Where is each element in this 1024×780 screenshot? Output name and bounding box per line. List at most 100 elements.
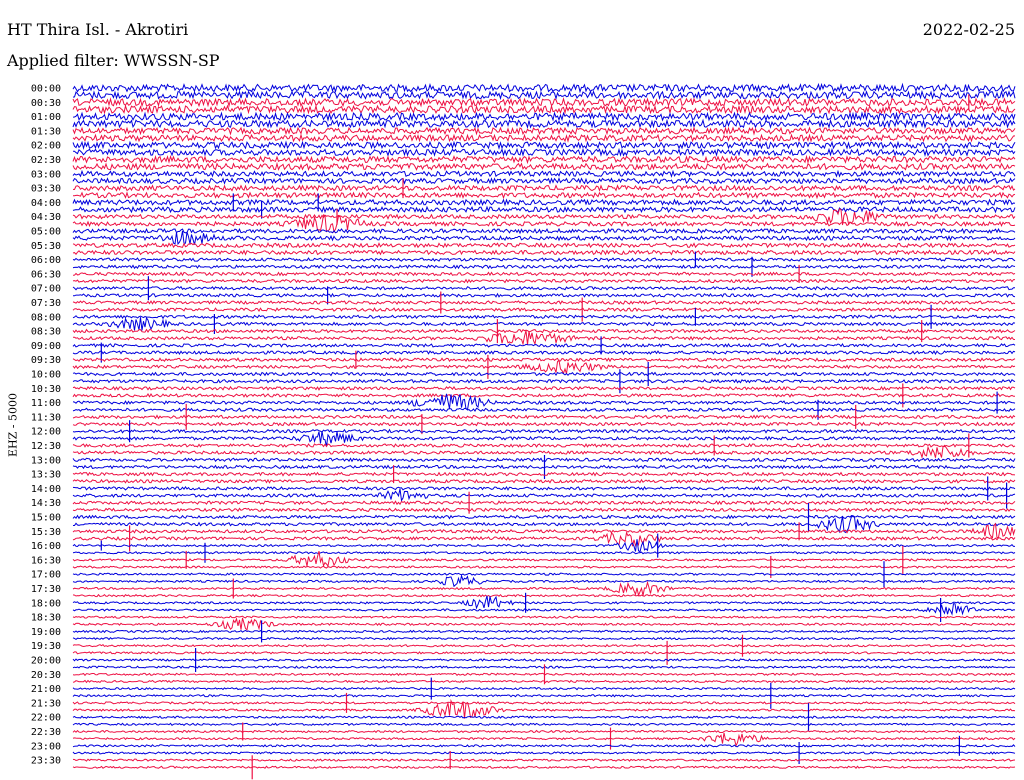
trace-93 (72, 751, 1016, 755)
trace-6 (72, 126, 1016, 136)
tick-label: 14:30 (31, 498, 61, 509)
trace-28 (72, 285, 1015, 291)
tick-label: 02:30 (31, 155, 61, 166)
trace-1 (72, 89, 1016, 101)
trace-26 (72, 271, 1016, 277)
tick-label: 15:00 (31, 513, 61, 524)
trace-41 (72, 378, 1016, 384)
trace-32 (72, 314, 1016, 320)
trace-48 (72, 428, 1016, 434)
tick-label: 11:30 (31, 412, 61, 423)
trace-49 (72, 431, 1016, 447)
tick-label: 09:00 (31, 341, 61, 352)
trace-18 (72, 208, 1016, 226)
tick-label: 23:30 (31, 756, 61, 767)
trace-20 (72, 227, 1016, 235)
tick-label: 01:00 (31, 112, 61, 123)
trace-10 (72, 154, 1016, 165)
trace-30 (72, 300, 1016, 305)
tick-label: 12:30 (31, 441, 61, 452)
trace-68 (72, 572, 1016, 577)
trace-25 (72, 264, 1016, 270)
traces-group (72, 82, 1016, 780)
tick-label: 21:00 (31, 684, 61, 695)
tick-label: 20:30 (31, 670, 61, 681)
tick-label: 03:00 (31, 169, 61, 180)
tick-label: 20:00 (31, 656, 61, 667)
trace-19 (72, 214, 1016, 233)
trace-47 (72, 421, 1016, 427)
tick-label: 03:30 (31, 184, 61, 195)
trace-63 (72, 531, 1016, 547)
trace-50 (72, 443, 1016, 448)
trace-65 (72, 551, 1016, 555)
tick-label: 13:30 (31, 470, 61, 481)
trace-34 (72, 328, 1016, 334)
trace-60 (72, 514, 1016, 520)
trace-87 (72, 698, 1016, 719)
tick-label: 18:00 (31, 598, 61, 609)
trace-37 (72, 350, 1016, 356)
trace-66 (72, 550, 1016, 568)
trace-40 (72, 371, 1016, 377)
trace-79 (72, 651, 1016, 655)
trace-55 (72, 478, 1016, 484)
trace-94 (72, 758, 1016, 762)
tick-label: 04:00 (31, 198, 61, 209)
tick-label: 12:00 (31, 427, 61, 438)
trace-58 (72, 500, 1016, 506)
tick-label: 22:00 (31, 713, 61, 724)
trace-57 (72, 488, 1016, 502)
trace-44 (72, 393, 1016, 411)
trace-31 (72, 307, 1016, 312)
trace-70 (72, 580, 1016, 597)
tick-label: 04:30 (31, 212, 61, 223)
tick-label: 00:30 (31, 98, 61, 109)
trace-27 (72, 278, 1015, 284)
tick-label: 01:30 (31, 126, 61, 137)
trace-7 (72, 133, 1016, 143)
trace-77 (72, 636, 1016, 641)
trace-45 (72, 407, 1016, 413)
tick-label: 06:30 (31, 269, 61, 280)
trace-95 (72, 765, 1016, 769)
trace-83 (72, 679, 1016, 684)
trace-73 (72, 603, 1016, 616)
trace-39 (72, 359, 1016, 375)
tick-label: 16:00 (31, 541, 61, 552)
tick-label: 17:30 (31, 584, 61, 595)
tick-label: 07:00 (31, 284, 61, 295)
trace-17 (72, 205, 1016, 214)
tick-label: 19:00 (31, 627, 61, 638)
trace-15 (72, 191, 1016, 200)
trace-46 (72, 414, 1016, 420)
trace-4 (72, 111, 1016, 122)
tick-label: 08:30 (31, 327, 61, 338)
tick-label: 22:30 (31, 727, 61, 738)
date-label: 2022-02-25 (922, 20, 1015, 39)
tick-label: 11:00 (31, 398, 61, 409)
trace-3 (72, 104, 1016, 115)
trace-43 (72, 393, 1016, 398)
trace-91 (72, 732, 1016, 748)
tick-label: 17:00 (31, 570, 61, 581)
trace-71 (72, 593, 1016, 598)
tick-label: 06:00 (31, 255, 61, 266)
tick-label: 08:00 (31, 312, 61, 323)
trace-24 (72, 257, 1016, 262)
trace-74 (72, 615, 1016, 619)
trace-16 (72, 198, 1016, 207)
trace-80 (72, 658, 1016, 662)
trace-85 (72, 694, 1016, 698)
trace-90 (72, 729, 1016, 734)
trace-23 (72, 249, 1016, 256)
tick-labels-group: 00:00 00:30 01:00 01:30 02:00 02:30 03:00 03:30… (31, 84, 61, 767)
trace-35 (73, 330, 1016, 346)
trace-54 (72, 471, 1016, 477)
trace-78 (72, 643, 1016, 648)
trace-88 (72, 715, 1016, 719)
trace-21 (72, 230, 1016, 246)
trace-56 (72, 486, 1016, 491)
trace-51 (72, 444, 1016, 460)
trace-86 (72, 701, 1016, 705)
